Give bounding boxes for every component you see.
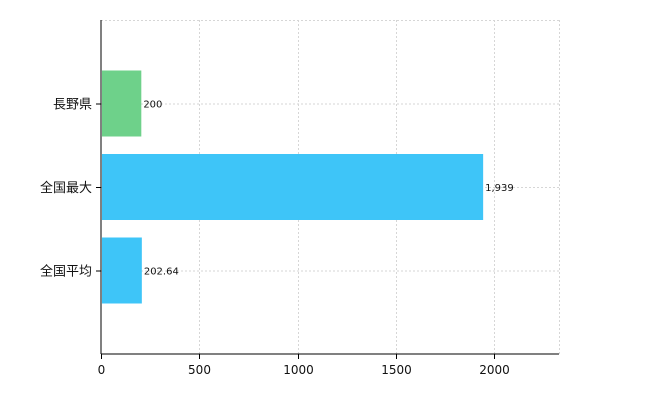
bars bbox=[102, 70, 484, 304]
category-label: 全国最大 bbox=[40, 180, 92, 196]
bar bbox=[102, 154, 484, 220]
x-tick-label: 1000 bbox=[283, 363, 314, 377]
bar bbox=[102, 237, 142, 304]
x-tick-label: 2000 bbox=[479, 363, 510, 377]
x-tick-label: 0 bbox=[98, 363, 106, 377]
category-label: 長野県 bbox=[53, 98, 92, 113]
category-label: 全国平均 bbox=[40, 264, 92, 280]
bar bbox=[102, 70, 142, 137]
data-label: 202.64 bbox=[144, 267, 179, 278]
x-tick-label: 1500 bbox=[381, 363, 412, 377]
x-tick-label: 500 bbox=[188, 363, 211, 377]
data-label: 1,939 bbox=[485, 183, 514, 194]
x-axis-ticks: 0 500 1000 1500 2000 bbox=[96, 103, 510, 377]
data-labels: 200 1,939 202.64 bbox=[143, 100, 513, 278]
data-label: 200 bbox=[143, 100, 162, 111]
